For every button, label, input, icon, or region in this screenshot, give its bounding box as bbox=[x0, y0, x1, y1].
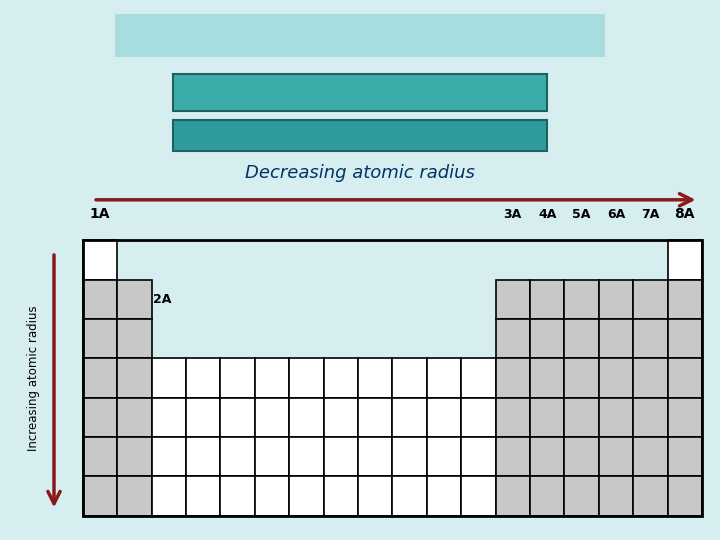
Text: Variation in physical prosperities: Variation in physical prosperities bbox=[235, 85, 485, 100]
Text: 2A: 2A bbox=[153, 293, 171, 306]
Text: 3A: 3A bbox=[504, 208, 522, 221]
Text: 1A: 1A bbox=[90, 207, 110, 221]
Text: Chapter Eight/ Periodic Relationships Among the Elements: Chapter Eight/ Periodic Relationships Am… bbox=[141, 28, 579, 42]
Text: 5A: 5A bbox=[572, 208, 591, 221]
Text: 8A: 8A bbox=[675, 207, 695, 221]
Text: Decreasing atomic radius: Decreasing atomic radius bbox=[245, 164, 475, 182]
Text: Increasing atomic radius: Increasing atomic radius bbox=[27, 305, 40, 451]
Text: 7A: 7A bbox=[642, 208, 660, 221]
Text: 4A: 4A bbox=[538, 208, 557, 221]
Text: 6A: 6A bbox=[607, 208, 625, 221]
Text: Atomic Radius: Atomic Radius bbox=[305, 128, 415, 143]
